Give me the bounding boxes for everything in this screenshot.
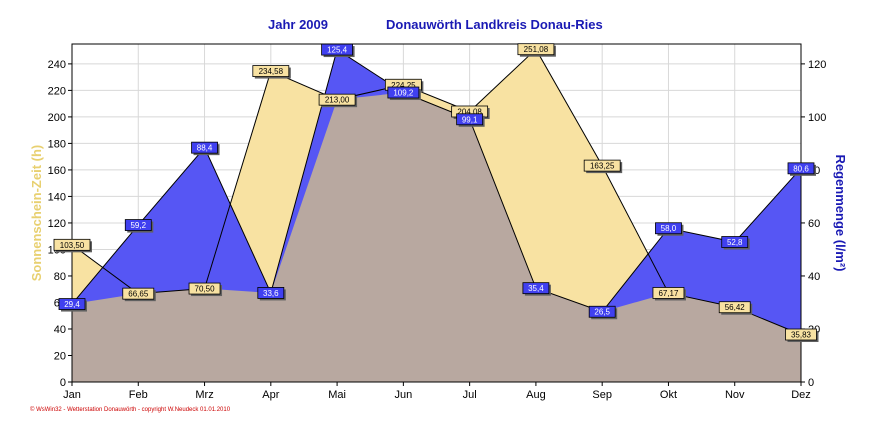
x-tick-label: Jan: [63, 389, 81, 401]
sunshine-data-label-box: [583, 159, 621, 172]
left-tick-label: 220: [48, 85, 66, 97]
data-labels: 103,50 66,65 70,50 234,58 213,00 224,25 204,08…: [53, 43, 819, 343]
sunshine-data-label-box: [652, 287, 685, 299]
x-tick-label: Okt: [660, 389, 677, 401]
left-tick-label: 20: [54, 350, 66, 362]
sunshine-data-label: 234,58: [259, 67, 284, 76]
overlap-area: [72, 92, 801, 382]
rain-data-label-box: [191, 141, 218, 154]
plot-frame: [71, 43, 802, 383]
x-tick-label: Jun: [394, 389, 412, 401]
right-tick-label: 40: [808, 271, 820, 283]
sunshine-data-label: 204,08: [457, 107, 482, 116]
x-tick-label: Dez: [791, 389, 811, 401]
copyright-footer: © WsWin32 - Wetterstation Donauwörth - c…: [30, 407, 231, 413]
left-axis-ticks: 020406080100120140160180200220240: [48, 59, 72, 389]
sunshine-data-label: 70,50: [195, 285, 216, 294]
left-tick-label: 140: [48, 191, 66, 203]
sunshine-data-label-box: [53, 238, 91, 251]
sunshine-data-label-box: [718, 301, 751, 314]
left-tick-label: 120: [48, 218, 66, 230]
rain-data-label-box: [321, 43, 353, 56]
rain-data-label-box: [588, 305, 616, 318]
sunshine-data-label: 66,65: [128, 290, 149, 299]
rain-data-label-box: [721, 236, 749, 248]
sunshine-data-label: 35,83: [791, 331, 812, 340]
rain-data-label: 59,2: [130, 221, 146, 230]
rain-data-label: 109,2: [393, 89, 414, 98]
rain-data-label-box: [787, 162, 815, 175]
left-tick-label: 160: [48, 165, 66, 177]
sunshine-data-label-box: [252, 65, 290, 77]
left-tick-label: 80: [54, 271, 66, 283]
rain-data-label: 52,8: [727, 238, 743, 247]
rain-data-label: 80,6: [793, 164, 809, 173]
rain-data-label: 26,5: [594, 308, 610, 317]
rain-data-label: 33,6: [263, 289, 279, 298]
left-tick-label: 0: [60, 377, 66, 389]
right-tick-label: 100: [808, 112, 826, 124]
rain-data-label-box: [456, 113, 484, 126]
sunshine-data-label: 224,25: [391, 81, 416, 90]
x-tick-label: Apr: [262, 389, 279, 401]
x-tick-label: Feb: [129, 389, 148, 401]
sunshine-data-label: 251,08: [524, 45, 549, 54]
x-tick-label: Jul: [463, 389, 477, 401]
rain-data-label: 88,4: [197, 144, 213, 153]
rain-data-label-box: [124, 219, 152, 231]
sunshine-data-label-box: [785, 328, 817, 341]
rain-data-label: 35,4: [528, 284, 544, 293]
sunshine-data-label: 163,25: [590, 162, 615, 171]
x-tick-label: Mrz: [195, 389, 213, 401]
x-axis-ticks: Jan Feb Mrz Apr Mai Jun Jul Aug Sep Okt Nov Dez: [63, 382, 811, 401]
rain-data-label-box: [58, 298, 86, 310]
sunshine-data-label: 103,50: [60, 241, 85, 250]
right-tick-label: 0: [808, 377, 814, 389]
rain-data-label: 58,0: [661, 224, 677, 233]
sunshine-data-label-box: [122, 287, 155, 300]
sunshine-data-label-box: [318, 93, 356, 106]
chart-title-year: Jahr 2009: [268, 17, 328, 32]
right-axis-title: Regenmenge (l/m²): [833, 154, 848, 271]
sunshine-data-label: 213,00: [325, 96, 350, 105]
left-tick-label: 200: [48, 112, 66, 124]
chart-title-station: Donauwörth Landkreis Donau-Ries: [386, 17, 603, 32]
rain-data-label-box: [387, 86, 420, 99]
left-tick-label: 180: [48, 138, 66, 150]
x-tick-label: Sep: [592, 389, 612, 401]
rain-data-label-box: [655, 222, 682, 235]
sunshine-data-label-box: [517, 43, 555, 56]
right-tick-label: 60: [808, 218, 820, 230]
rain-data-label-box: [522, 282, 550, 295]
sunshine-data-label: 67,17: [658, 289, 679, 298]
left-axis-title: Sonnenschein-Zeit (h): [29, 145, 44, 282]
rain-data-label: 99,1: [462, 115, 478, 124]
rain-data-label: 29,4: [64, 300, 80, 309]
right-tick-label: 120: [808, 59, 826, 71]
sunshine-data-label: 56,42: [725, 303, 746, 312]
x-tick-label: Nov: [725, 389, 745, 401]
x-tick-label: Aug: [526, 389, 546, 401]
x-tick-label: Mai: [328, 389, 346, 401]
left-tick-label: 40: [54, 324, 66, 336]
sunshine-data-label-box: [188, 282, 221, 295]
left-tick-label: 240: [48, 59, 66, 71]
rain-data-label-box: [257, 287, 285, 299]
rain-data-label: 125,4: [327, 46, 348, 55]
